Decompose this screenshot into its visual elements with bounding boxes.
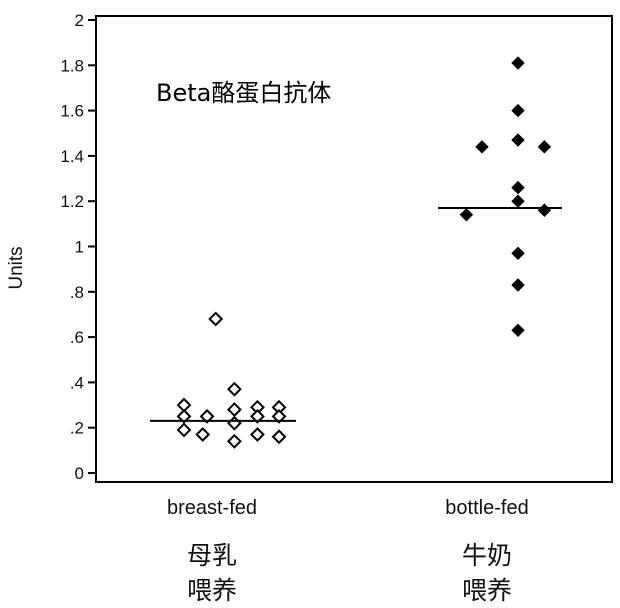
y-tick-label: 2 <box>75 11 84 30</box>
breast-fed-point <box>199 408 215 424</box>
bottle-fed-point <box>475 140 489 154</box>
y-tick-label: 1.6 <box>60 102 84 121</box>
chart-title: Beta酪蛋白抗体 <box>156 79 331 107</box>
bottle-fed-point <box>511 103 525 118</box>
bottle-fed-point <box>511 133 525 147</box>
y-tick-label: .2 <box>70 419 84 438</box>
category-note-line: 母乳 <box>187 541 237 570</box>
category-note-line: 喂养 <box>462 576 512 605</box>
breast-fed-point <box>226 402 242 417</box>
y-ticks: 0 .2 .4 .6 .8 1 1.2 1.4 1.6 1.8 2 <box>60 11 96 483</box>
y-axis-title: Units <box>6 246 27 289</box>
bottle-fed-point <box>511 278 525 292</box>
bottle-fed-point <box>459 208 474 222</box>
breast-fed-point <box>271 429 287 445</box>
bottle-fed-point <box>511 323 525 338</box>
breast-fed-point <box>250 408 265 424</box>
y-tick-label: .4 <box>70 373 84 392</box>
y-tick-label: 1 <box>75 238 84 257</box>
category-note-line: 牛奶 <box>462 541 512 570</box>
breast-fed-point <box>226 415 242 431</box>
bottle-fed-point <box>511 246 525 261</box>
breast-fed-point <box>226 381 242 397</box>
bottle-fed-point <box>537 140 552 154</box>
y-tick-label: 1.2 <box>60 192 84 211</box>
y-tick-label: 1.8 <box>60 56 84 75</box>
breast-fed-point <box>176 408 192 424</box>
y-tick-label: .6 <box>70 328 84 347</box>
category-note-line: 喂养 <box>187 576 237 605</box>
bottle-fed-point <box>537 203 552 217</box>
x-category-label: bottle-fed <box>445 497 528 519</box>
x-category-label: breast-fed <box>167 497 257 519</box>
bottle-fed-point <box>511 180 525 195</box>
breast-fed-point <box>176 422 192 438</box>
y-tick-label: 1.4 <box>60 147 84 166</box>
data-marks <box>150 56 562 449</box>
bottle-fed-point <box>511 194 525 208</box>
breast-fed-point <box>271 408 287 424</box>
y-tick-label: .8 <box>70 283 84 302</box>
breast-fed-point <box>195 427 211 442</box>
y-tick-label: 0 <box>75 464 84 483</box>
breast-fed-point <box>208 311 224 327</box>
breast-fed-point <box>250 427 265 442</box>
breast-fed-point <box>226 433 242 449</box>
bottle-fed-point <box>511 56 525 70</box>
